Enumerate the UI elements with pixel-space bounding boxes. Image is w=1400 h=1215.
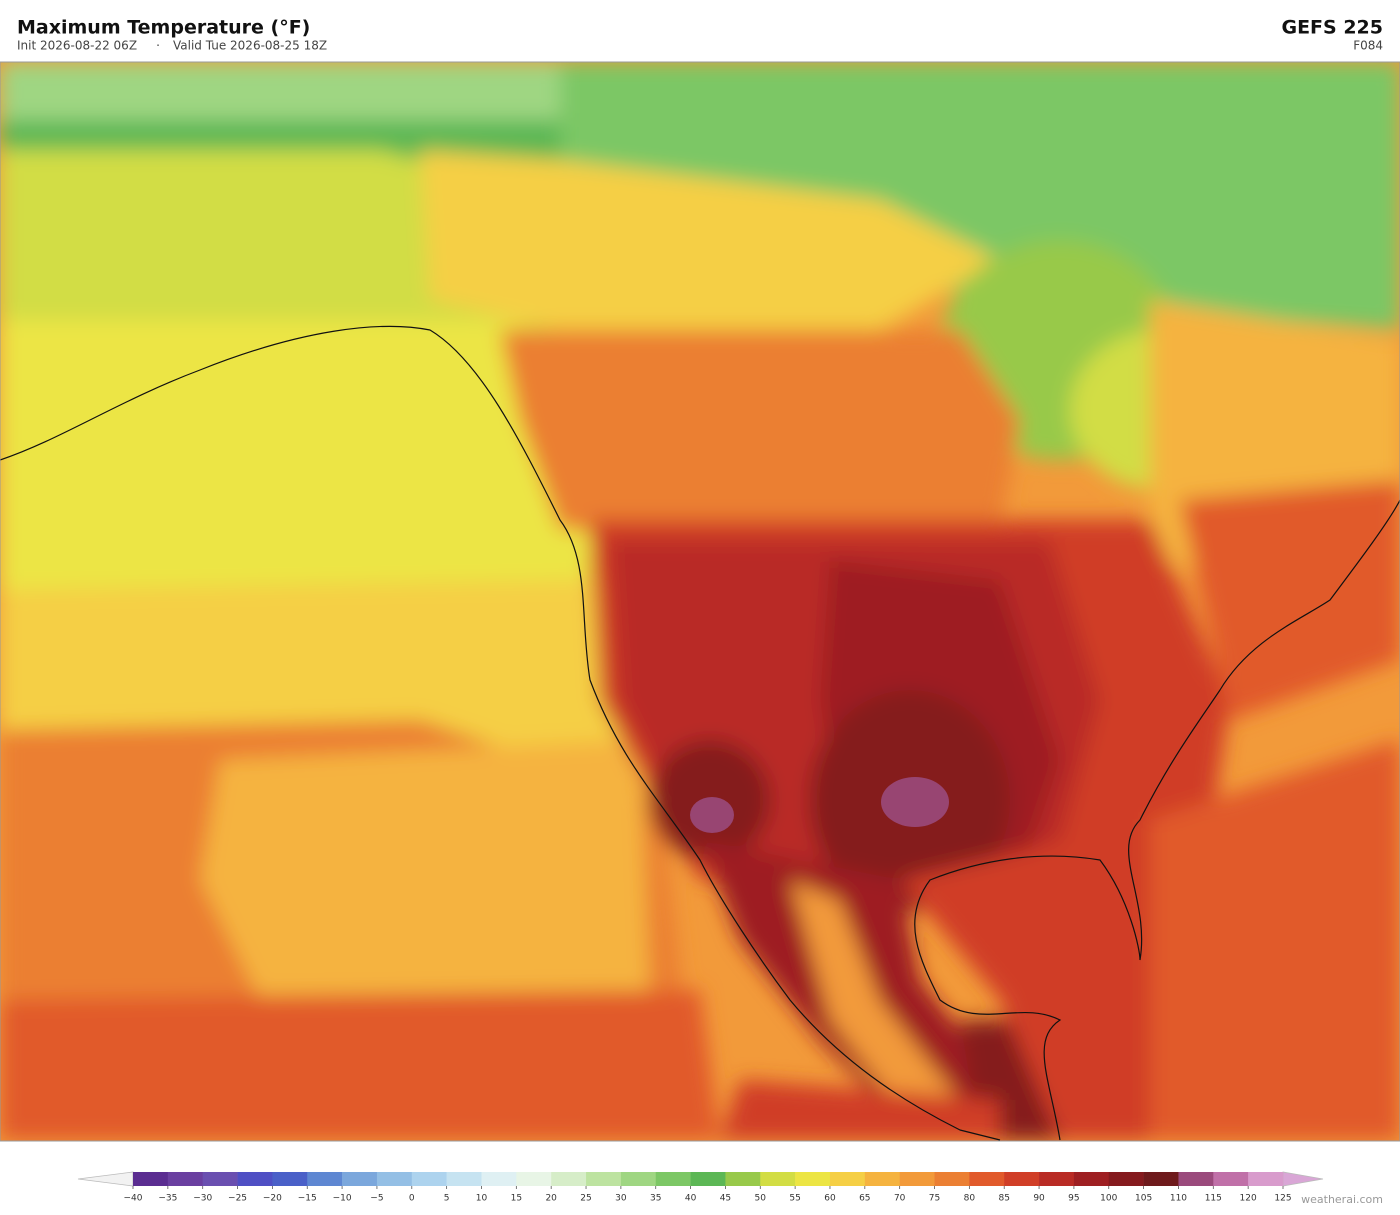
tick-label: 65 [859,1194,870,1204]
tick-label: 10 [476,1194,488,1204]
init-time: Init 2026-08-22 06Z [17,39,137,53]
tick-label: 95 [1068,1194,1079,1204]
tick-label: −30 [193,1194,212,1204]
color-segment [620,1172,657,1186]
tick-label: 15 [511,1194,522,1204]
model-name: GEFS 225 [1281,17,1383,39]
color-segment [202,1172,238,1186]
tick-label: 125 [1274,1194,1291,1204]
tick-label: 25 [580,1194,591,1204]
color-segment [586,1172,622,1186]
tick-label: 70 [894,1194,906,1204]
color-segment [307,1172,343,1186]
tick-label: −20 [263,1194,282,1204]
color-segment [1178,1172,1214,1186]
color-segment [272,1172,308,1186]
tick-label: 80 [964,1194,976,1204]
tick-label: 105 [1135,1194,1152,1204]
color-segment [760,1172,796,1186]
tick-label: 45 [720,1194,731,1204]
color-segment [516,1172,552,1186]
color-segment [899,1172,935,1186]
under-extension [77,1171,134,1187]
separator: · [156,39,160,53]
color-segment [1213,1172,1249,1186]
color-segment [795,1172,831,1186]
valid-time: Valid Tue 2026-08-25 18Z [173,39,327,53]
color-segment [1143,1172,1179,1186]
color-segment [133,1172,169,1186]
color-segment [934,1172,970,1186]
map [0,62,1400,1141]
tick-label: 85 [998,1194,1009,1204]
tick-label: 100 [1100,1194,1117,1204]
tick-label: 60 [824,1194,836,1204]
tick-label: 90 [1033,1194,1045,1204]
tick-label: 120 [1240,1194,1257,1204]
tick-label: 75 [929,1194,940,1204]
color-segment [1004,1172,1040,1186]
color-segment [1039,1172,1075,1186]
tick-label: 115 [1205,1194,1222,1204]
color-segment [481,1172,517,1186]
tick-label: −10 [333,1194,352,1204]
tick-label: −40 [124,1194,143,1204]
tick-label: 40 [685,1194,697,1204]
tick-label: 55 [789,1194,800,1204]
color-segment [1073,1172,1110,1186]
color-segment [411,1172,447,1186]
tick-label: 50 [755,1194,767,1204]
color-segment [237,1172,273,1186]
tick-label: −35 [158,1194,177,1204]
color-segment [969,1172,1005,1186]
color-segment [864,1172,900,1186]
color-segment [551,1172,587,1186]
tick-label: 30 [615,1194,627,1204]
tick-label: 110 [1170,1194,1187,1204]
color-segment [1108,1172,1144,1186]
color-segment [167,1172,203,1186]
tick-label: 5 [444,1194,450,1204]
tick-label: 35 [650,1194,661,1204]
tick-label: 0 [409,1194,415,1204]
tick-label: 20 [545,1194,557,1204]
over-extension [1282,1171,1324,1187]
color-segment [342,1172,378,1186]
color-segment [446,1172,482,1186]
forecast-hour: F084 [1353,39,1383,53]
colorbar: −40 −35 −30 −25 −20 −15 −10 −5 0 5 10 15 20 25 30 35 40 4… [77,1171,1324,1204]
watermark: weatherai.com [1301,1193,1383,1206]
tick-label: −15 [298,1194,317,1204]
tick-label: −5 [370,1194,383,1204]
tick-label: −25 [228,1194,247,1204]
map-frame [0,61,1400,1142]
title: Maximum Temperature (°F) [17,17,310,39]
color-segment [829,1172,866,1186]
color-segment [655,1172,691,1186]
color-segment [690,1172,726,1186]
color-segment [1248,1172,1284,1186]
color-segment [376,1172,413,1186]
color-segment [725,1172,761,1186]
